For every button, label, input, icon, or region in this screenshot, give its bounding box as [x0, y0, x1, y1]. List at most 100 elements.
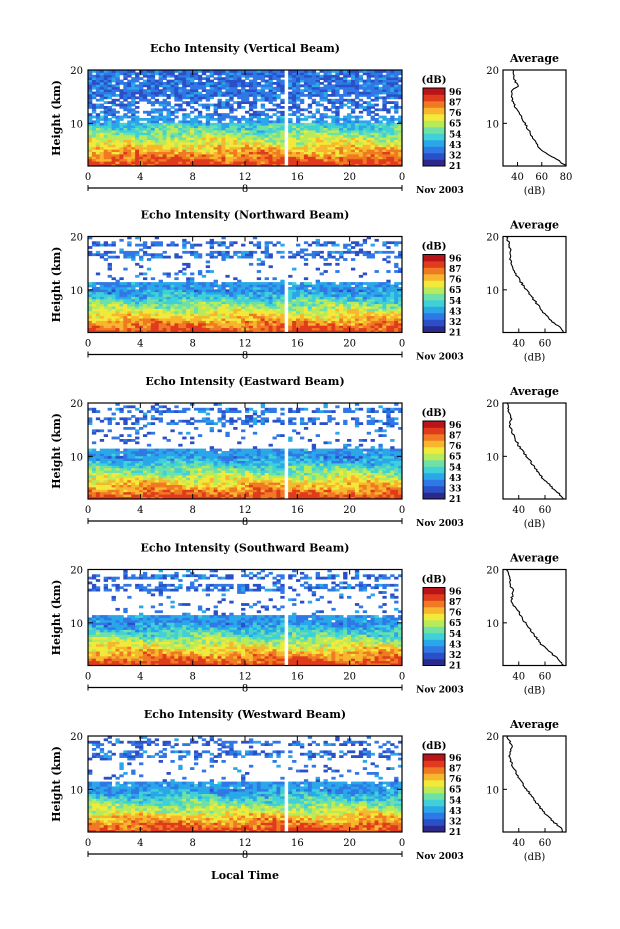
heatmap-cell: [131, 496, 136, 500]
heatmap-cell: [358, 110, 364, 114]
heatmap-cell: [221, 325, 226, 329]
heatmap-cell: [158, 286, 163, 290]
heatmap-cell: [166, 308, 171, 312]
heatmap-cell: [103, 322, 109, 326]
heatmap-cell: [111, 77, 116, 80]
heatmap-cell: [370, 74, 375, 78]
heatmap-cell: [190, 158, 195, 162]
heatmap-cell: [264, 115, 269, 119]
heatmap-cell: [123, 154, 128, 157]
heatmap-cell: [229, 151, 234, 155]
heatmap-cell: [186, 279, 191, 283]
heatmap-cell: [127, 156, 132, 160]
heatmap-cell: [99, 98, 105, 102]
heatmap-cell: [394, 86, 399, 90]
heatmap-cell: [221, 496, 226, 500]
heatmap-cell: [91, 308, 97, 312]
heatmap-cell: [186, 132, 191, 136]
heatmap-cell: [264, 294, 269, 297]
heatmap-cell: [335, 146, 340, 150]
heatmap-cell: [390, 125, 395, 128]
colorbar-swatch: [423, 120, 445, 128]
heatmap-cell: [186, 74, 191, 78]
heatmap-cell: [99, 151, 105, 155]
heatmap-cell: [158, 134, 163, 138]
heatmap-cell: [343, 306, 348, 309]
heatmap-cell: [131, 291, 136, 295]
heatmap-cell: [229, 494, 234, 497]
heatmap-cell: [115, 282, 120, 285]
heatmap-cell: [166, 84, 171, 88]
heatmap-cell: [119, 79, 124, 83]
heatmap-cell: [276, 142, 281, 145]
heatmap-cell: [382, 149, 387, 152]
heatmap-cell: [229, 154, 234, 157]
heatmap-cell: [327, 313, 332, 317]
heatmap-cell: [248, 301, 254, 305]
heatmap-cell: [268, 130, 273, 133]
heatmap-cell: [303, 146, 309, 150]
heatmap-cell: [193, 318, 199, 321]
heatmap-cell: [303, 494, 309, 497]
colorbar-tick-label: 96: [449, 255, 462, 265]
heatmap-cell: [264, 296, 269, 300]
heatmap-cell: [178, 327, 183, 331]
heatmap-cell: [331, 134, 336, 138]
heatmap-cell: [115, 298, 120, 302]
heatmap-cell: [111, 94, 116, 97]
heatmap-cell: [174, 94, 179, 97]
heatmap-cell: [111, 113, 116, 116]
heatmap-cell: [264, 144, 269, 148]
heatmap-cell: [390, 303, 395, 307]
heatmap-cell: [229, 118, 234, 121]
heatmap-cell: [166, 496, 171, 500]
heatmap-cell: [99, 94, 105, 97]
heatmap-cell: [268, 289, 273, 293]
heatmap-cell: [303, 70, 309, 73]
heatmap-cell: [182, 132, 187, 136]
heatmap-cell: [394, 313, 399, 317]
heatmap-cell: [99, 115, 105, 119]
heatmap-cell: [146, 294, 152, 297]
heatmap-cell: [374, 91, 379, 95]
heatmap-cell: [343, 94, 348, 97]
heatmap-cell: [382, 301, 387, 305]
heatmap-cell: [154, 494, 160, 497]
heatmap-cell: [95, 139, 101, 143]
heatmap-cell: [237, 306, 242, 309]
heatmap-cell: [335, 142, 340, 145]
colorbar-swatch: [423, 153, 445, 160]
heatmap-cell: [311, 79, 317, 83]
heatmap-cell: [131, 137, 136, 140]
heatmap-cell: [319, 315, 324, 319]
heatmap-cell: [319, 325, 324, 329]
heatmap-cell: [146, 291, 152, 295]
heatmap-cell: [299, 248, 305, 252]
heatmap-cell: [323, 91, 328, 95]
heatmap-cell: [95, 122, 101, 126]
heatmap-cell: [205, 322, 211, 326]
heatmap-cell: [193, 144, 199, 148]
heatmap-cell: [241, 130, 246, 133]
heatmap-cell: [347, 118, 352, 121]
heatmap-cell: [280, 158, 285, 162]
heatmap-cell: [193, 158, 199, 162]
heatmap-cell: [335, 79, 340, 83]
heatmap-cell: [303, 108, 309, 112]
heatmap-cell: [142, 298, 148, 302]
heatmap-cell: [343, 72, 348, 76]
heatmap-cell: [119, 313, 124, 317]
heatmap-cell: [182, 144, 187, 148]
heatmap-cell: [343, 308, 348, 312]
heatmap-cell: [229, 286, 234, 290]
heatmap-cell: [150, 322, 156, 326]
heatmap-cell: [335, 161, 340, 164]
heatmap-cell: [390, 149, 395, 152]
heatmap-cell: [229, 103, 234, 107]
heatmap-cell: [264, 130, 269, 133]
heatmap-cell: [241, 306, 246, 309]
heatmap-cell: [260, 163, 266, 167]
heatmap-cell: [268, 149, 273, 152]
heatmap-cell: [303, 125, 309, 128]
heatmap-cell: [115, 94, 120, 97]
